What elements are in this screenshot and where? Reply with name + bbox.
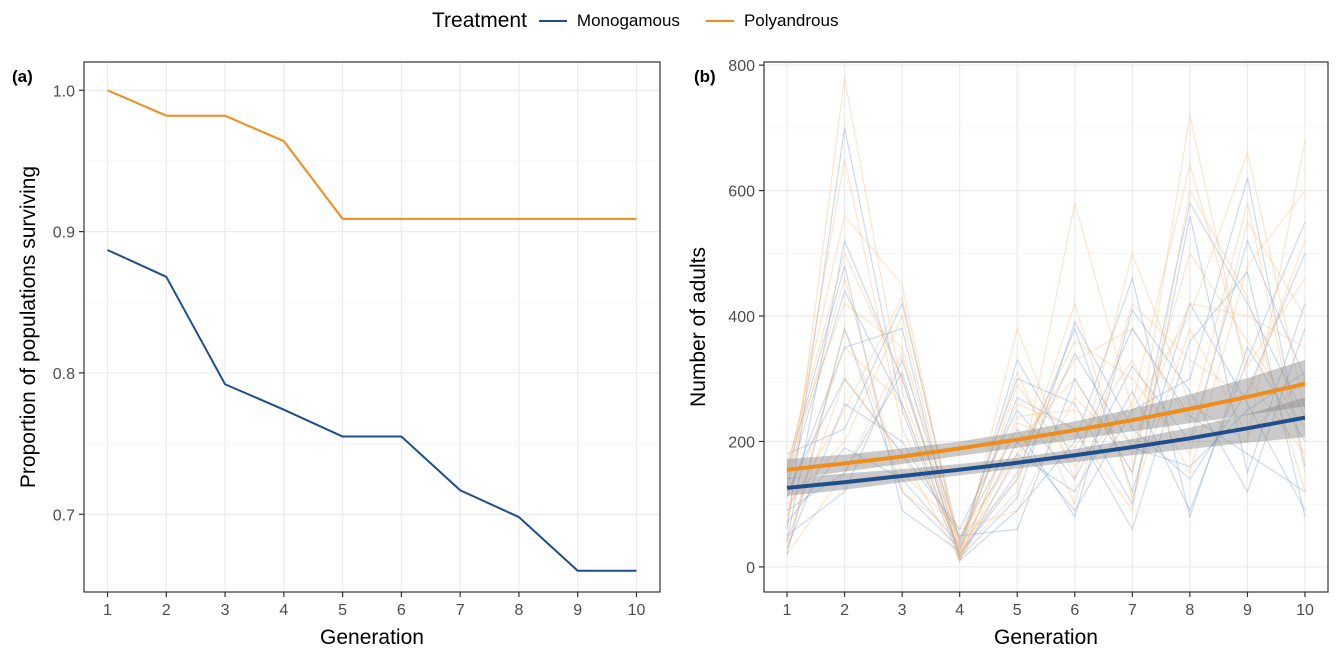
trajectory-monogamous: [786, 215, 1306, 544]
x-tick-label: 7: [1128, 602, 1137, 619]
legend-key-polyandrous: [705, 20, 734, 22]
trajectory-monogamous: [786, 270, 1306, 547]
x-tick-label: 4: [279, 602, 288, 619]
legend-title: Treatment: [432, 9, 527, 32]
x-tick-label: 5: [338, 602, 347, 619]
x-tick-label: 1: [783, 602, 792, 619]
panel-border: [763, 61, 1329, 593]
trajectory-monogamous: [786, 238, 1306, 531]
x-tick-label: 8: [1185, 602, 1194, 619]
x-tick-label: 2: [840, 602, 849, 619]
y-tick-label: 0: [746, 560, 755, 577]
trajectory-monogamous: [786, 177, 1306, 555]
trajectory-polyandrous: [786, 251, 1306, 549]
panel-label: (b): [694, 67, 716, 86]
panel-b: 1 2 3 4 5 6 7 8 9 10 0 200 400 600 800 Generation Number…: [687, 58, 1329, 649]
trajectory-polyandrous: [786, 159, 1306, 550]
x-tick-label: 7: [456, 602, 465, 619]
x-tick-label: 3: [898, 602, 907, 619]
trajectory-monogamous: [786, 238, 1306, 556]
x-tick-label: 9: [1243, 602, 1252, 619]
y-tick-label: 600: [728, 184, 755, 201]
legend-label-polyandrous: Polyandrous: [743, 11, 839, 30]
y-tick-label: 1.0: [53, 83, 75, 100]
y-tick-label: 0.8: [53, 366, 75, 383]
series-line-monogamous: [107, 249, 637, 572]
trajectory-polyandrous: [786, 302, 1306, 563]
x-tick-label: 9: [573, 602, 582, 619]
ci-ribbon-polyandrous: [787, 359, 1305, 480]
x-tick-label: 6: [397, 602, 406, 619]
x-tick-label: 10: [628, 602, 646, 619]
y-tick-label: 800: [728, 58, 755, 75]
trajectory-polyandrous: [786, 150, 1306, 556]
y-axis-title: Proportion of populations surviving: [17, 166, 40, 488]
x-tick-label: 8: [514, 602, 523, 619]
trajectory-monogamous: [786, 289, 1306, 556]
trajectory-polyandrous: [786, 188, 1306, 544]
y-tick-label: 0.7: [53, 507, 75, 524]
x-tick-label: 3: [221, 602, 230, 619]
trajectory-polyandrous: [786, 190, 1306, 560]
trajectory-monogamous: [786, 201, 1306, 549]
y-tick-label: 0.9: [53, 225, 75, 242]
trajectory-monogamous: [786, 127, 1306, 562]
x-axis-title: Generation: [994, 626, 1098, 649]
trajectory-polyandrous: [786, 220, 1306, 553]
y-axis-title: Number of adults: [687, 247, 710, 407]
legend-label-monogamous: Monogamous: [576, 11, 680, 30]
fitted-line-monogamous: [786, 415, 1306, 490]
trajectory-monogamous: [786, 308, 1306, 541]
trajectory-polyandrous: [786, 77, 1306, 560]
trajectory-polyandrous: [786, 163, 1306, 557]
x-axis-title: Generation: [320, 626, 424, 649]
fitted-line-polyandrous: [786, 381, 1306, 472]
y-tick-label: 200: [728, 434, 755, 451]
legend: Treatment Monogamous Polyandrous: [0, 0, 1343, 40]
x-tick-label: 1: [103, 602, 112, 619]
legend-key-monogamous: [538, 20, 567, 22]
panel-border: [83, 61, 661, 593]
x-tick-label: 4: [955, 602, 964, 619]
trajectory-polyandrous: [786, 202, 1306, 537]
legend-row: Treatment Monogamous Polyandrous: [432, 9, 864, 33]
trajectory-polyandrous: [786, 251, 1306, 547]
x-tick-label: 6: [1070, 602, 1079, 619]
x-tick-label: 5: [1013, 602, 1022, 619]
ci-ribbon-monogamous: [787, 397, 1305, 497]
x-tick-label: 2: [162, 602, 171, 619]
x-tick-label: 10: [1296, 602, 1314, 619]
panel-label: (a): [12, 67, 33, 86]
series-line-polyandrous: [107, 89, 637, 220]
trajectory-polyandrous: [786, 140, 1306, 563]
y-tick-label: 400: [728, 309, 755, 326]
panel-a: 1 2 3 4 5 6 7 8 9 10 0.7 0.8 0.9 1.0 Generation Proport…: [12, 61, 661, 649]
